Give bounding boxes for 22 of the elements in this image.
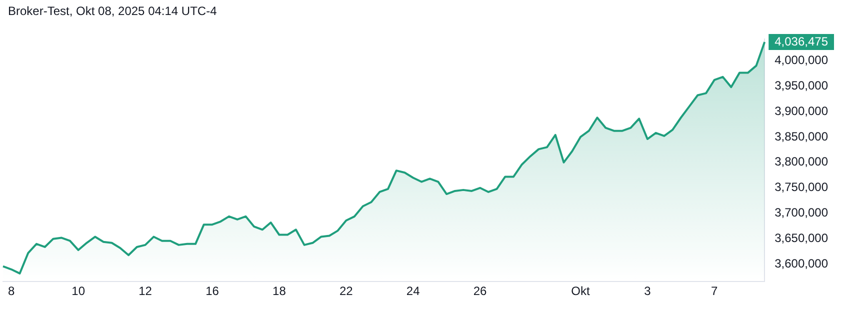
x-tick-label: 7	[711, 284, 718, 298]
y-tick-label: 3,950,000	[774, 78, 828, 92]
y-tick-label: 3,650,000	[774, 231, 828, 246]
x-tick-label: Okt	[571, 284, 590, 298]
y-tick-label: 3,700,000	[774, 206, 828, 220]
x-tick-label: 24	[406, 284, 420, 298]
data-label: 4,036,475	[774, 34, 828, 48]
y-tick-label: 4,000,000	[774, 52, 828, 67]
x-tick-label: 16	[206, 284, 220, 298]
y-tick-label: 3,750,000	[774, 180, 828, 194]
x-tick-label: 10	[72, 284, 86, 298]
x-tick-label: 18	[272, 284, 286, 298]
y-tick-label: 3,800,000	[774, 154, 828, 169]
chart-title: Broker-Test, Okt 08, 2025 04:14 UTC-4	[7, 3, 218, 20]
x-tick-label: 26	[473, 284, 488, 298]
x-tick-label: 8	[8, 284, 16, 298]
y-tick-label: 3,900,000	[774, 104, 828, 118]
x-tick-label: 3	[644, 284, 652, 298]
x-tick-label: 12	[138, 284, 152, 298]
y-tick-label: 3,600,000	[774, 256, 828, 271]
y-tick-label: 3,850,000	[774, 129, 828, 144]
x-tick-label: 22	[339, 284, 354, 298]
